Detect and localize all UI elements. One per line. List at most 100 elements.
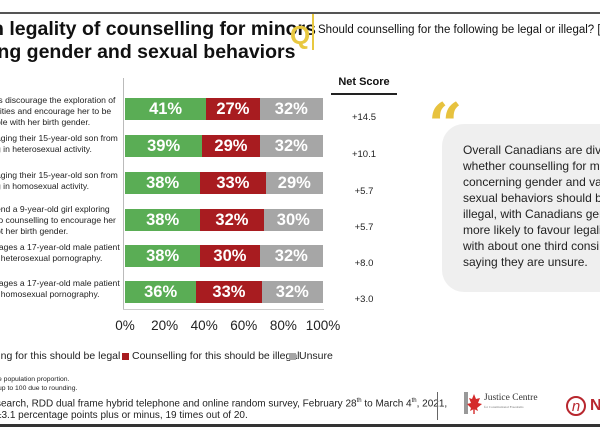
bar-value-label: 32% (274, 246, 308, 265)
footer-divider (437, 392, 438, 420)
bar-segment-unsure: 32% (261, 281, 323, 303)
bar-segment-unsure: 32% (259, 98, 323, 120)
category-label: t homosexual pornography. (0, 289, 100, 299)
x-tick-label: 100% (305, 318, 341, 333)
footnote-2: up to 100 due to rounding. (0, 385, 78, 392)
bar-segment-illegal: 29% (202, 135, 260, 157)
nanos-logo-icon: n (566, 396, 586, 416)
nanos-logo-text: N (590, 397, 600, 414)
title-line-2: ing gender and sexual behaviors (0, 41, 296, 63)
legend-swatch-illegal (122, 352, 129, 360)
category-label: g in heterosexual activity. (0, 144, 92, 154)
justice-centre-logo: Justice Centre for Constitutional Freedo… (462, 390, 538, 416)
category-label: g in homosexual activity. (0, 181, 89, 191)
x-tick-label: 20% (151, 318, 179, 333)
bar-value-label: 38% (146, 246, 180, 265)
source-line-1: search, RDD dual frame hybrid telephone … (0, 398, 447, 409)
footnote-1: e population proportion. (0, 376, 70, 383)
bar-segment-unsure: 30% (263, 209, 323, 231)
net-score-value: +5.7 (354, 222, 374, 233)
category-label: end a 9-year-old girl exploring (0, 204, 110, 214)
quote-box (442, 124, 600, 292)
net-score-value: +14.5 (351, 112, 377, 123)
question-divider (312, 14, 314, 50)
bar-segment-legal: 41% (125, 98, 207, 120)
net-score-value: +5.7 (354, 186, 374, 197)
bar-value-label: 32% (215, 210, 249, 229)
justice-centre-subtitle: for Constitutional Freedoms (484, 405, 524, 409)
source-text-c: , 2021, (416, 398, 448, 410)
bar-value-label: 39% (147, 136, 181, 155)
bar-value-label: 38% (146, 173, 180, 192)
category-label: ilities and encourage her to be (0, 106, 112, 116)
bar-value-label: 30% (276, 210, 310, 229)
x-tick-label: 60% (230, 318, 258, 333)
source-text-a: search, RDD dual frame hybrid telephone … (0, 398, 357, 410)
question-text: Should counselling for the following be … (318, 24, 600, 36)
legend-item-legal: ling for this should be legal (0, 350, 120, 362)
x-axis-gridline (123, 309, 324, 310)
justice-centre-name: Justice Centre (484, 393, 538, 403)
category-label: ble with her birth gender. (0, 117, 91, 127)
category-label: rages a 17-year-old male patient (0, 278, 120, 288)
category-label: pt her birth gender. (0, 226, 69, 236)
bar-segment-illegal: 33% (196, 281, 262, 303)
category-label: t heterosexual pornography. (0, 253, 103, 263)
bar-segment-illegal: 33% (200, 172, 266, 194)
bar-value-label: 32% (274, 136, 308, 155)
bar-segment-illegal: 30% (200, 245, 260, 267)
legend-item-illegal: Counselling for this should be illegal (122, 350, 300, 362)
bar-value-label: 29% (214, 136, 248, 155)
legend-label-unsure: Unsure (299, 350, 333, 362)
bar-value-label: 38% (146, 210, 180, 229)
category-label: aging their 15-year-old son from (0, 170, 118, 180)
y-axis-line (123, 78, 124, 310)
legend-label-illegal: Counselling for this should be illegal (132, 350, 300, 362)
bar-value-label: 30% (213, 246, 247, 265)
question-icon: Q (290, 20, 311, 50)
bar-segment-illegal: 32% (200, 209, 264, 231)
bar-value-label: 33% (216, 173, 250, 192)
net-score-rule (331, 93, 397, 95)
legend-label-legal: ling for this should be legal (0, 350, 121, 362)
net-score-header: Net Score (338, 76, 390, 88)
bar-value-label: 27% (216, 99, 250, 118)
net-score-value: +3.0 (354, 294, 374, 305)
source-sup-2: th (411, 398, 417, 404)
legend-item-unsure: Unsure (289, 350, 333, 362)
category-label: ts discourage the exploration of (0, 95, 116, 105)
bar-segment-unsure: 32% (259, 135, 323, 157)
bar-value-label: 41% (149, 99, 183, 118)
bar-value-label: 32% (275, 282, 309, 301)
bottom-rule (0, 424, 600, 427)
bar-segment-legal: 36% (125, 281, 197, 303)
bar-segment-legal: 38% (125, 172, 201, 194)
source-sup-1: th (356, 398, 362, 404)
bar-segment-illegal: 27% (206, 98, 260, 120)
category-label: to counselling to encourage her (0, 215, 116, 225)
x-tick-label: 0% (115, 318, 135, 333)
quote-text: Overall Canadians are divi whether couns… (463, 143, 600, 269)
top-rule (0, 12, 600, 14)
bar-value-label: 36% (144, 282, 178, 301)
net-score-value: +10.1 (351, 149, 377, 160)
x-tick-label: 40% (190, 318, 218, 333)
bar-segment-unsure: 29% (265, 172, 323, 194)
net-score-value: +8.0 (354, 258, 374, 269)
source-line-2: ±3.1 percentage points plus or minus, 19… (0, 410, 248, 421)
bar-segment-legal: 39% (125, 135, 203, 157)
legend-swatch-unsure (289, 352, 296, 360)
bar-segment-legal: 38% (125, 245, 201, 267)
category-label: rages a 17-year-old male patient (0, 242, 120, 252)
bar-value-label: 29% (277, 173, 311, 192)
bar-segment-legal: 38% (125, 209, 201, 231)
x-tick-label: 80% (269, 318, 297, 333)
source-text-b: to March 4 (361, 398, 412, 410)
bar-value-label: 33% (212, 282, 246, 301)
maple-leaf-icon (462, 390, 484, 416)
title-line-1: n legality of counselling for minors (0, 18, 316, 40)
bar-segment-unsure: 32% (259, 245, 323, 267)
bar-value-label: 32% (274, 99, 308, 118)
quote-mark-icon: “ (428, 91, 463, 161)
page-title: n legality of counselling for minors ing… (0, 18, 316, 64)
